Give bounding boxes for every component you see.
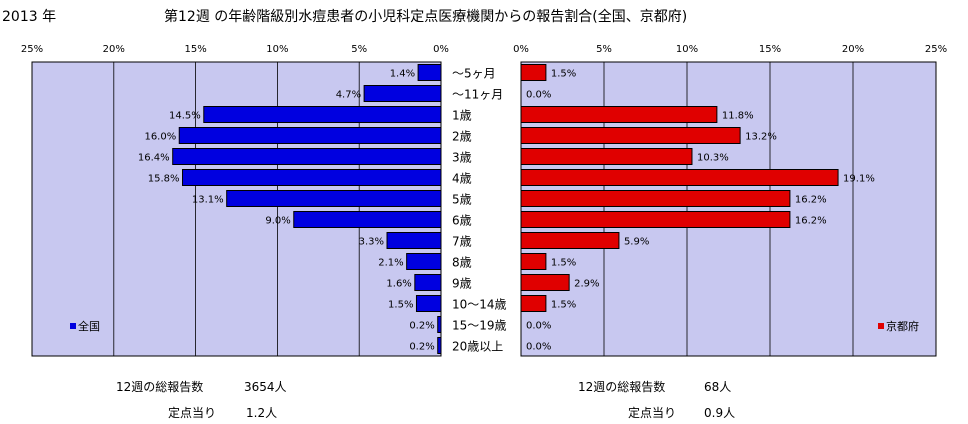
- category-label: 9歳: [452, 277, 472, 291]
- kyoto-data-label: 19.1%: [843, 174, 875, 185]
- kyoto-tick-label: 25%: [925, 44, 947, 55]
- kyoto-tick-label: 15%: [759, 44, 781, 55]
- kyoto-tick-label: 20%: [842, 44, 864, 55]
- national-bar: [363, 85, 442, 102]
- national-data-label: 14.5%: [169, 111, 201, 122]
- national-data-label: 16.4%: [138, 153, 170, 164]
- national-data-label: 2.1%: [378, 258, 403, 269]
- kyoto-bar: [520, 64, 547, 81]
- national-bar: [178, 127, 442, 144]
- national-tick-label: 15%: [184, 44, 206, 55]
- national-tick-label: 25%: [21, 44, 43, 55]
- category-label: 8歳: [452, 256, 472, 270]
- national-data-label: 1.4%: [390, 69, 415, 80]
- national-data-label: 3.3%: [359, 237, 384, 248]
- category-label: 10～14歳: [452, 298, 507, 312]
- kyoto-data-label: 0.0%: [526, 90, 551, 101]
- national-bar: [437, 337, 442, 354]
- national-data-label: 1.5%: [388, 300, 413, 311]
- category-label: 1歳: [452, 109, 472, 123]
- kyoto-bar: [520, 148, 693, 165]
- kyoto-data-label: 0.0%: [526, 321, 551, 332]
- national-tick-label: 10%: [266, 44, 288, 55]
- kyoto-bar: [520, 211, 791, 228]
- kyoto-bar: [520, 295, 547, 312]
- kyoto-legend-label: 京都府: [886, 319, 919, 333]
- year-label: 2013 年: [2, 9, 57, 25]
- national-bar: [203, 106, 442, 123]
- kyoto-bar: [520, 190, 791, 207]
- kyoto-bar: [520, 232, 620, 249]
- kyoto-data-label: 13.2%: [745, 132, 777, 143]
- kyoto-data-label: 1.5%: [551, 258, 576, 269]
- category-label: 2歳: [452, 130, 472, 144]
- national-tick-label: 20%: [103, 44, 125, 55]
- national-data-label: 16.0%: [144, 132, 176, 143]
- kyoto-per-point-label: 定点当り: [628, 406, 677, 420]
- national-per-point-label: 定点当り: [168, 406, 217, 420]
- national-bar: [417, 64, 442, 81]
- kyoto-data-label: 10.3%: [697, 153, 729, 164]
- kyoto-data-label: 5.9%: [624, 237, 649, 248]
- category-label: 6歳: [452, 214, 472, 228]
- national-data-label: 1.6%: [386, 279, 411, 290]
- national-bar: [415, 295, 442, 312]
- national-data-label: 13.1%: [192, 195, 224, 206]
- kyoto-reports-value: 68人: [704, 380, 732, 394]
- national-reports-value: 3654人: [244, 380, 287, 394]
- category-label: 15～19歳: [452, 319, 507, 333]
- kyoto-data-label: 16.2%: [795, 216, 827, 227]
- national-bar: [414, 274, 442, 291]
- category-label: 7歳: [452, 235, 472, 249]
- national-per-point-value: 1.2人: [246, 406, 278, 420]
- national-data-label: 4.7%: [336, 90, 361, 101]
- national-bar: [386, 232, 442, 249]
- national-legend-label: 全国: [78, 319, 100, 333]
- national-data-label: 0.2%: [409, 342, 434, 353]
- category-label: 5歳: [452, 193, 472, 207]
- kyoto-bar: [520, 274, 570, 291]
- national-data-label: 15.8%: [148, 174, 180, 185]
- national-tick-label: 0%: [433, 44, 449, 55]
- national-bar: [182, 169, 442, 186]
- kyoto-bar: [520, 127, 741, 144]
- kyoto-bar: [520, 169, 839, 186]
- category-label: 3歳: [452, 151, 472, 165]
- kyoto-tick-label: 10%: [676, 44, 698, 55]
- kyoto-tick-label: 5%: [596, 44, 612, 55]
- national-bar: [226, 190, 442, 207]
- national-bar: [406, 253, 442, 270]
- kyoto-bar: [520, 253, 547, 270]
- national-data-label: 9.0%: [265, 216, 290, 227]
- kyoto-data-label: 16.2%: [795, 195, 827, 206]
- category-label: 20歳以上: [452, 340, 503, 354]
- national-bar: [293, 211, 442, 228]
- kyoto-data-label: 1.5%: [551, 300, 576, 311]
- kyoto-legend-swatch: [878, 323, 884, 329]
- category-label: 4歳: [452, 172, 472, 186]
- kyoto-reports-label: 12週の総報告数: [578, 380, 666, 394]
- national-tick-label: 5%: [351, 44, 367, 55]
- national-bar: [172, 148, 442, 165]
- kyoto-data-label: 2.9%: [574, 279, 599, 290]
- kyoto-data-label: 1.5%: [551, 69, 576, 80]
- national-data-label: 0.2%: [409, 321, 434, 332]
- national-legend-swatch: [70, 323, 76, 329]
- category-label: ～11ヶ月: [452, 88, 503, 102]
- kyoto-bar: [520, 106, 718, 123]
- national-reports-label: 12週の総報告数: [116, 380, 204, 394]
- kyoto-tick-label: 0%: [513, 44, 529, 55]
- category-label: ～5ヶ月: [452, 67, 496, 81]
- kyoto-data-label: 11.8%: [722, 111, 754, 122]
- kyoto-data-label: 0.0%: [526, 342, 551, 353]
- kyoto-per-point-value: 0.9人: [704, 406, 736, 420]
- chart-title: 第12週 の年齢階級別水痘患者の小児科定点医療機関からの報告割合(全国、京都府): [164, 9, 688, 25]
- national-bar: [437, 316, 442, 333]
